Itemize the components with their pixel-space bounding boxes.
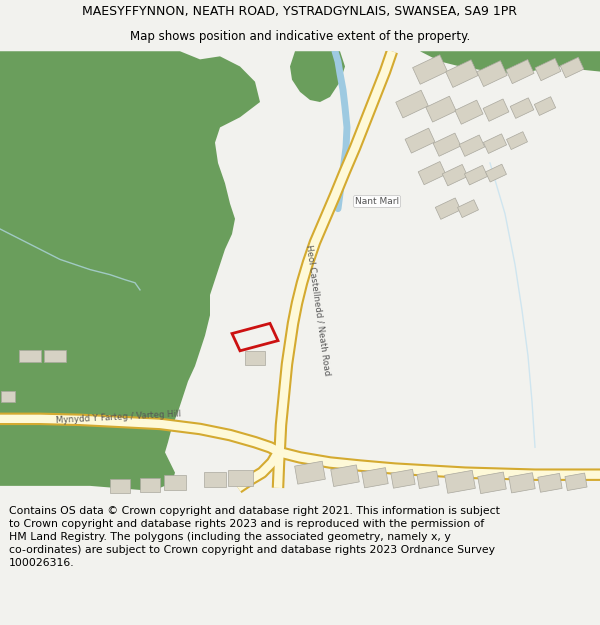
Bar — [510, 98, 534, 118]
Bar — [509, 472, 535, 493]
Bar — [245, 351, 265, 365]
Bar — [396, 90, 428, 118]
Bar — [484, 134, 506, 154]
Bar — [560, 58, 584, 78]
Bar — [418, 161, 446, 185]
Bar — [164, 475, 186, 491]
Text: Contains OS data © Crown copyright and database right 2021. This information is : Contains OS data © Crown copyright and d… — [9, 506, 500, 568]
Bar — [413, 55, 448, 84]
Polygon shape — [0, 51, 260, 490]
Bar — [417, 471, 439, 489]
Bar — [362, 468, 388, 488]
Bar — [110, 479, 130, 493]
Bar — [459, 135, 485, 156]
Bar — [445, 471, 475, 493]
Bar — [535, 97, 556, 116]
Bar — [391, 469, 415, 488]
Polygon shape — [290, 51, 345, 102]
Bar — [477, 61, 507, 86]
Bar — [483, 99, 509, 121]
Bar — [405, 128, 435, 153]
Text: MAESYFFYNNON, NEATH ROAD, YSTRADGYNLAIS, SWANSEA, SA9 1PR: MAESYFFYNNON, NEATH ROAD, YSTRADGYNLAIS,… — [83, 5, 517, 18]
Bar — [295, 461, 325, 484]
Text: Map shows position and indicative extent of the property.: Map shows position and indicative extent… — [130, 31, 470, 43]
Bar — [435, 198, 461, 219]
Bar — [446, 60, 478, 88]
Text: Nant Marl: Nant Marl — [355, 197, 399, 206]
Bar — [1, 391, 15, 402]
Text: Heol Castellnedd / Neath Road: Heol Castellnedd / Neath Road — [304, 244, 332, 376]
Bar — [485, 164, 506, 182]
Bar — [44, 350, 66, 362]
Bar — [506, 132, 527, 149]
Bar — [538, 473, 562, 492]
Polygon shape — [420, 51, 600, 74]
Bar — [331, 465, 359, 486]
Bar — [478, 472, 506, 494]
Bar — [458, 200, 478, 217]
Bar — [19, 350, 41, 362]
Bar — [227, 469, 253, 486]
Bar — [433, 133, 461, 156]
Bar — [426, 96, 456, 122]
Bar — [565, 473, 587, 491]
Bar — [535, 58, 561, 81]
Bar — [455, 100, 483, 124]
Text: Mynydd Y Farteg / Varteg Hill: Mynydd Y Farteg / Varteg Hill — [55, 409, 181, 424]
Bar — [442, 164, 468, 186]
Bar — [464, 166, 488, 185]
Bar — [204, 472, 226, 488]
Bar — [140, 478, 160, 492]
Bar — [506, 59, 534, 84]
